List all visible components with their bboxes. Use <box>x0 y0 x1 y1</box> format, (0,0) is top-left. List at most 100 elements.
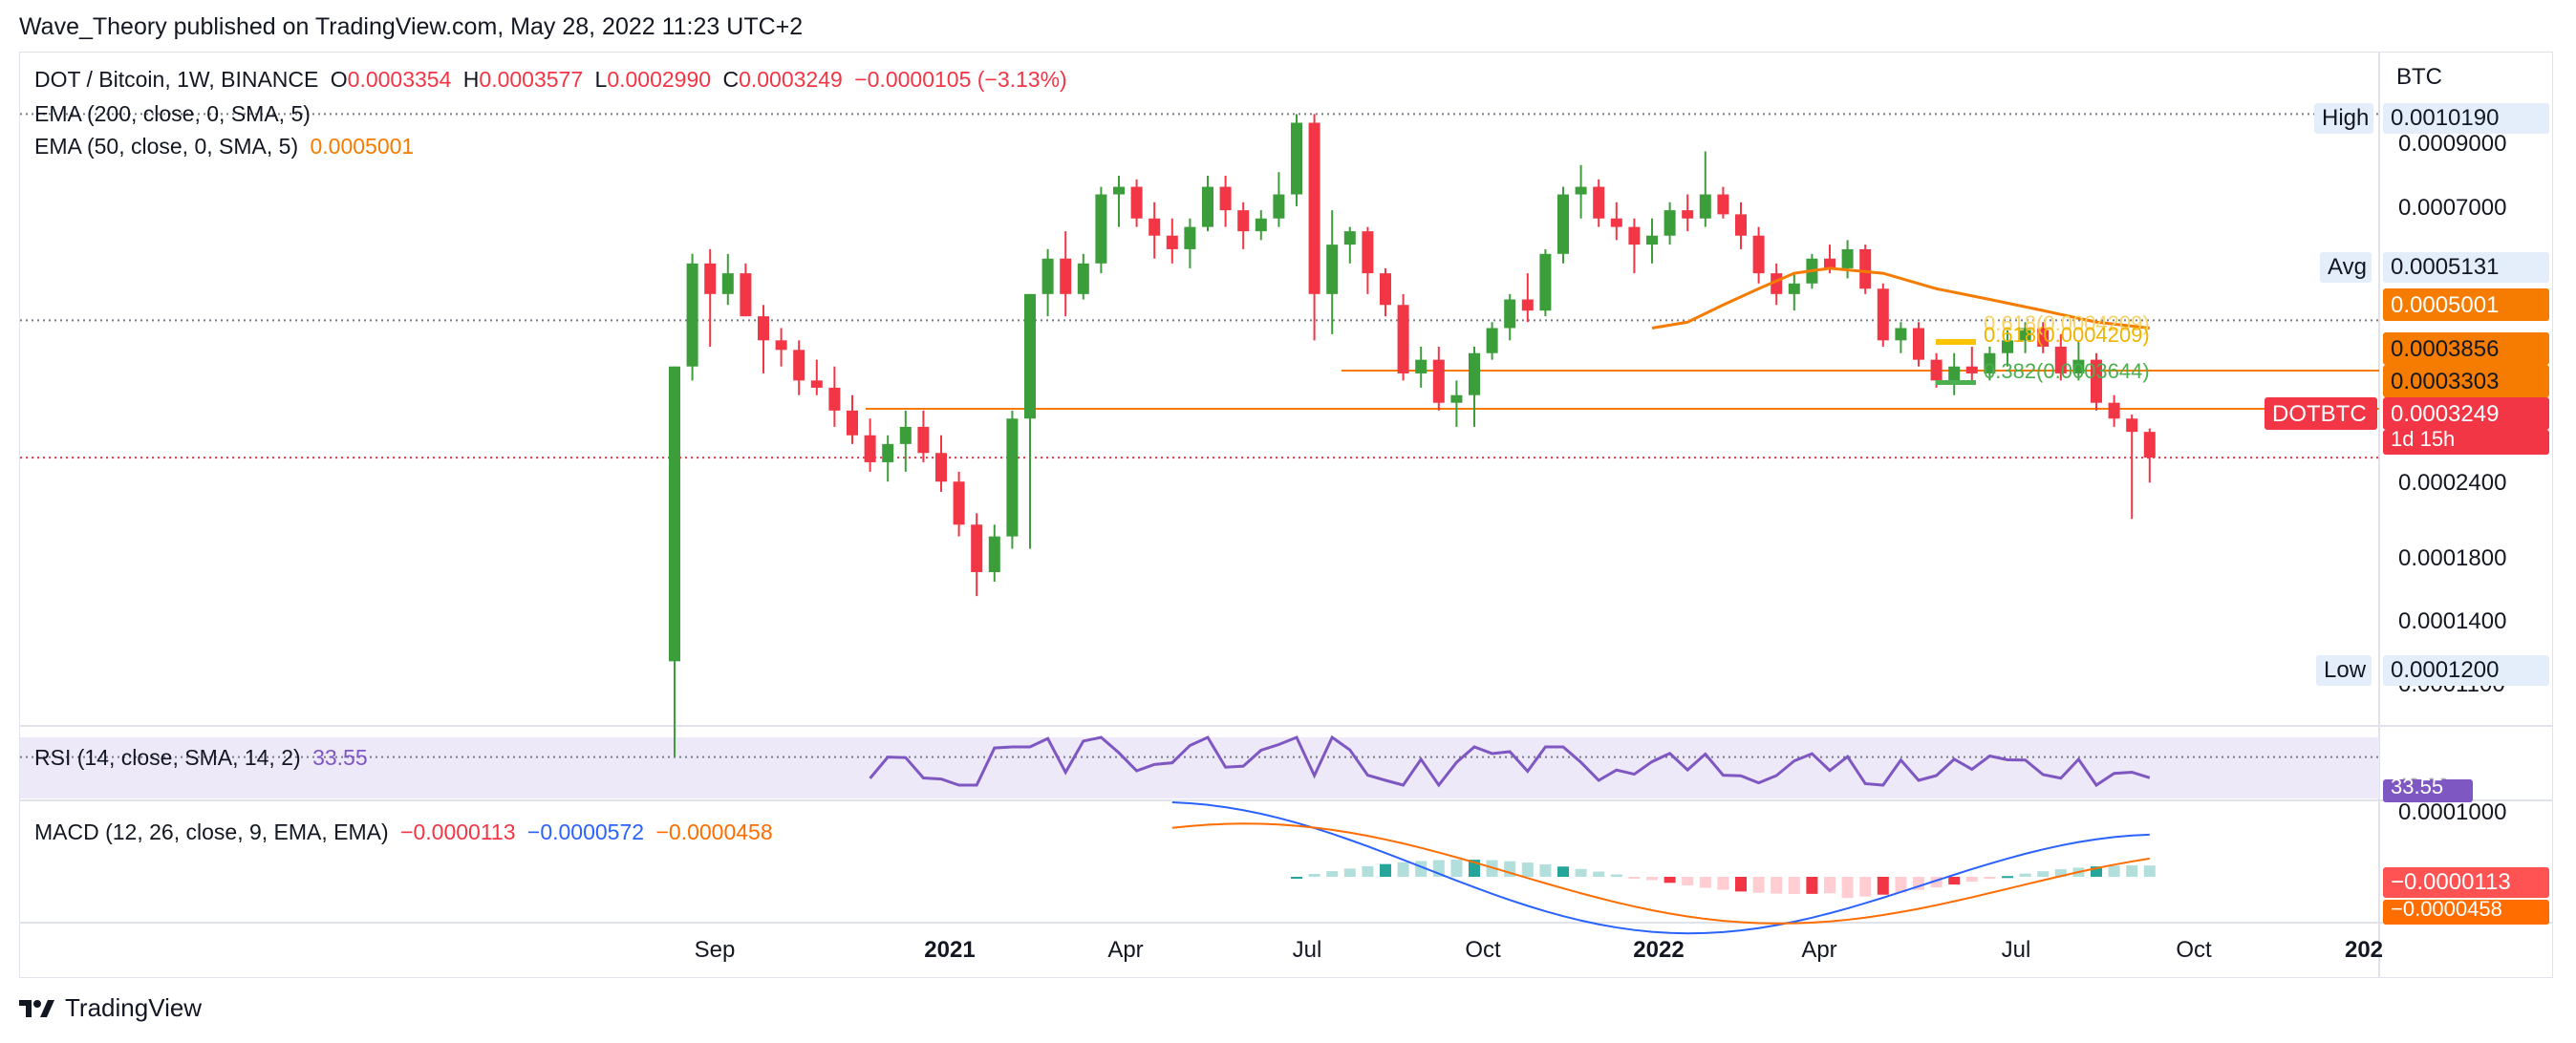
candle-body <box>864 435 876 462</box>
candle-body <box>882 443 894 462</box>
candle-body <box>1965 366 1978 373</box>
footer-brand-label: TradingView <box>65 993 203 1022</box>
fib382-value-badge[interactable]: 0.0003303 <box>2383 365 2549 397</box>
macd-hist-bar <box>1788 877 1800 894</box>
legend-macd[interactable]: MACD (12, 26, close, 9, EMA, EMA) −0.000… <box>34 820 779 845</box>
legend-symbol[interactable]: DOT / Bitcoin, 1W, BINANCE <box>34 67 319 92</box>
candle-body <box>2037 328 2050 347</box>
time-tick-label: Oct <box>1465 937 1501 963</box>
macd-hist-bar <box>1984 877 1996 880</box>
high-label-badge[interactable]: High <box>2314 103 2373 134</box>
rsi-value-badge[interactable]: 33.55 <box>2383 775 2473 802</box>
macd-hist-bar <box>1682 877 1694 886</box>
rsi-value: 33.55 <box>312 745 368 770</box>
candle-body <box>1130 186 1143 219</box>
macd-hist-bar <box>1308 874 1320 877</box>
legend-l-value: 0.0002990 <box>607 67 712 92</box>
macd-line[interactable] <box>1171 801 2150 935</box>
high-value-badge[interactable]: 0.0010190 <box>2383 103 2549 134</box>
candle-body <box>793 350 805 381</box>
fib-382-mark[interactable] <box>1936 380 1976 385</box>
candle-body <box>971 524 983 573</box>
candle-body <box>1041 258 1054 294</box>
legend-l-label: L <box>594 67 608 92</box>
chart-frame <box>19 52 2553 978</box>
legend-ema200[interactable]: EMA (200, close, 0, SMA, 5) <box>34 101 316 127</box>
macd-signal-badge[interactable]: −0.0000458 <box>2383 897 2549 925</box>
legend-ema50[interactable]: EMA (50, close, 0, SMA, 5) 0.0005001 <box>34 134 419 160</box>
macd-hist-bar <box>1895 877 1907 893</box>
time-tick-label: Oct <box>2176 937 2212 963</box>
macd-hist-bar <box>1859 877 1872 897</box>
ema50-value-badge-text: 0.0005001 <box>2391 292 2499 318</box>
macd-hist-bar <box>1806 877 1818 894</box>
macd-hist-bar <box>1841 877 1854 899</box>
last-price-badge[interactable]: 0.0003249 <box>2383 397 2549 430</box>
low-value-badge[interactable]: 0.0001200 <box>2383 655 2549 686</box>
candle-body <box>1735 214 1747 236</box>
macd-hist-bar <box>1575 868 1587 877</box>
candle-body <box>2091 359 2102 403</box>
price-tick-label: 0.0009000 <box>2398 131 2506 157</box>
macd-hist-bar <box>1717 877 1729 890</box>
candle-body <box>721 273 734 294</box>
candle-body <box>1699 194 1711 219</box>
candle-body <box>758 316 769 341</box>
macd-tick-label: 0.0001000 <box>2398 799 2506 825</box>
candle-body <box>2072 359 2085 373</box>
candle-body <box>1717 194 1729 215</box>
price-tick-label: 0.0001400 <box>2398 608 2506 634</box>
symbol-tag-badge-text: DOTBTC <box>2272 401 2367 427</box>
time-tick-label: Jul <box>2002 937 2031 963</box>
candle-body <box>1930 359 1943 381</box>
candle-body <box>1557 194 1569 254</box>
macd-hist-bar <box>1291 877 1302 879</box>
time-tick-label: 202 <box>2345 937 2383 963</box>
symbol-tag-badge[interactable]: DOTBTC <box>2265 397 2377 430</box>
low-label-badge-bg <box>2316 655 2372 686</box>
candle-body <box>1362 231 1374 274</box>
macd-hist-bar <box>2054 869 2067 877</box>
fib-618-mark[interactable] <box>1936 339 1976 345</box>
candle-body <box>1646 235 1658 245</box>
macd-signal-value: −0.0000458 <box>655 820 773 844</box>
legend-change: −0.0000105 (−3.13%) <box>854 67 1067 92</box>
candle-body <box>2054 346 2067 373</box>
countdown-badge[interactable]: 1d 15h <box>2383 427 2549 455</box>
legend-rsi[interactable]: RSI (14, close, SMA, 14, 2) 33.55 <box>34 745 374 771</box>
candle-body <box>1841 248 1854 268</box>
candle-body <box>988 536 1000 573</box>
ema50-value-badge-bg <box>2383 288 2549 321</box>
macd-hist-bar <box>1362 865 1374 877</box>
candle-body <box>1788 283 1800 294</box>
fib-618-ghost-label: 0.618(0.0004209) <box>1984 311 2150 335</box>
high-value-badge-bg <box>2383 103 2549 134</box>
avg-label-badge[interactable]: Avg <box>2320 252 2372 283</box>
macd-hist-bar <box>1610 874 1622 877</box>
rsi-value-badge-text: 33.55 <box>2391 775 2443 798</box>
time-tick-label: Jul <box>1293 937 1322 963</box>
macd-hist-badge[interactable]: −0.0000113 <box>2383 867 2549 898</box>
macd-macd-value: −0.0000572 <box>526 820 645 844</box>
footer-brand[interactable]: TradingView <box>19 993 202 1023</box>
fib618-value-badge[interactable]: 0.0003856 <box>2383 332 2549 365</box>
legend-c-value: 0.0003249 <box>739 67 843 92</box>
low-label-badge[interactable]: Low <box>2316 655 2372 686</box>
price-tick-label: 0.0002400 <box>2398 470 2506 496</box>
ema50-value-badge[interactable]: 0.0005001 <box>2383 288 2549 321</box>
macd-hist-bar <box>1877 877 1889 895</box>
candle-body <box>899 426 912 444</box>
macd-signal-line[interactable] <box>1171 822 2150 925</box>
ema50-line[interactable] <box>1651 266 2150 330</box>
candle-body <box>2002 340 2013 353</box>
rsi-line[interactable] <box>869 734 2151 788</box>
avg-value-badge[interactable]: 0.0005131 <box>2383 252 2549 283</box>
avg-value-badge-text: 0.0005131 <box>2391 254 2499 280</box>
candle-body <box>1148 218 1161 236</box>
candle-body <box>953 481 965 525</box>
candle-body <box>1824 258 1835 268</box>
candle-body <box>2108 402 2120 419</box>
time-tick-label: 2021 <box>924 937 975 963</box>
macd-hist-bar <box>1450 860 1463 877</box>
